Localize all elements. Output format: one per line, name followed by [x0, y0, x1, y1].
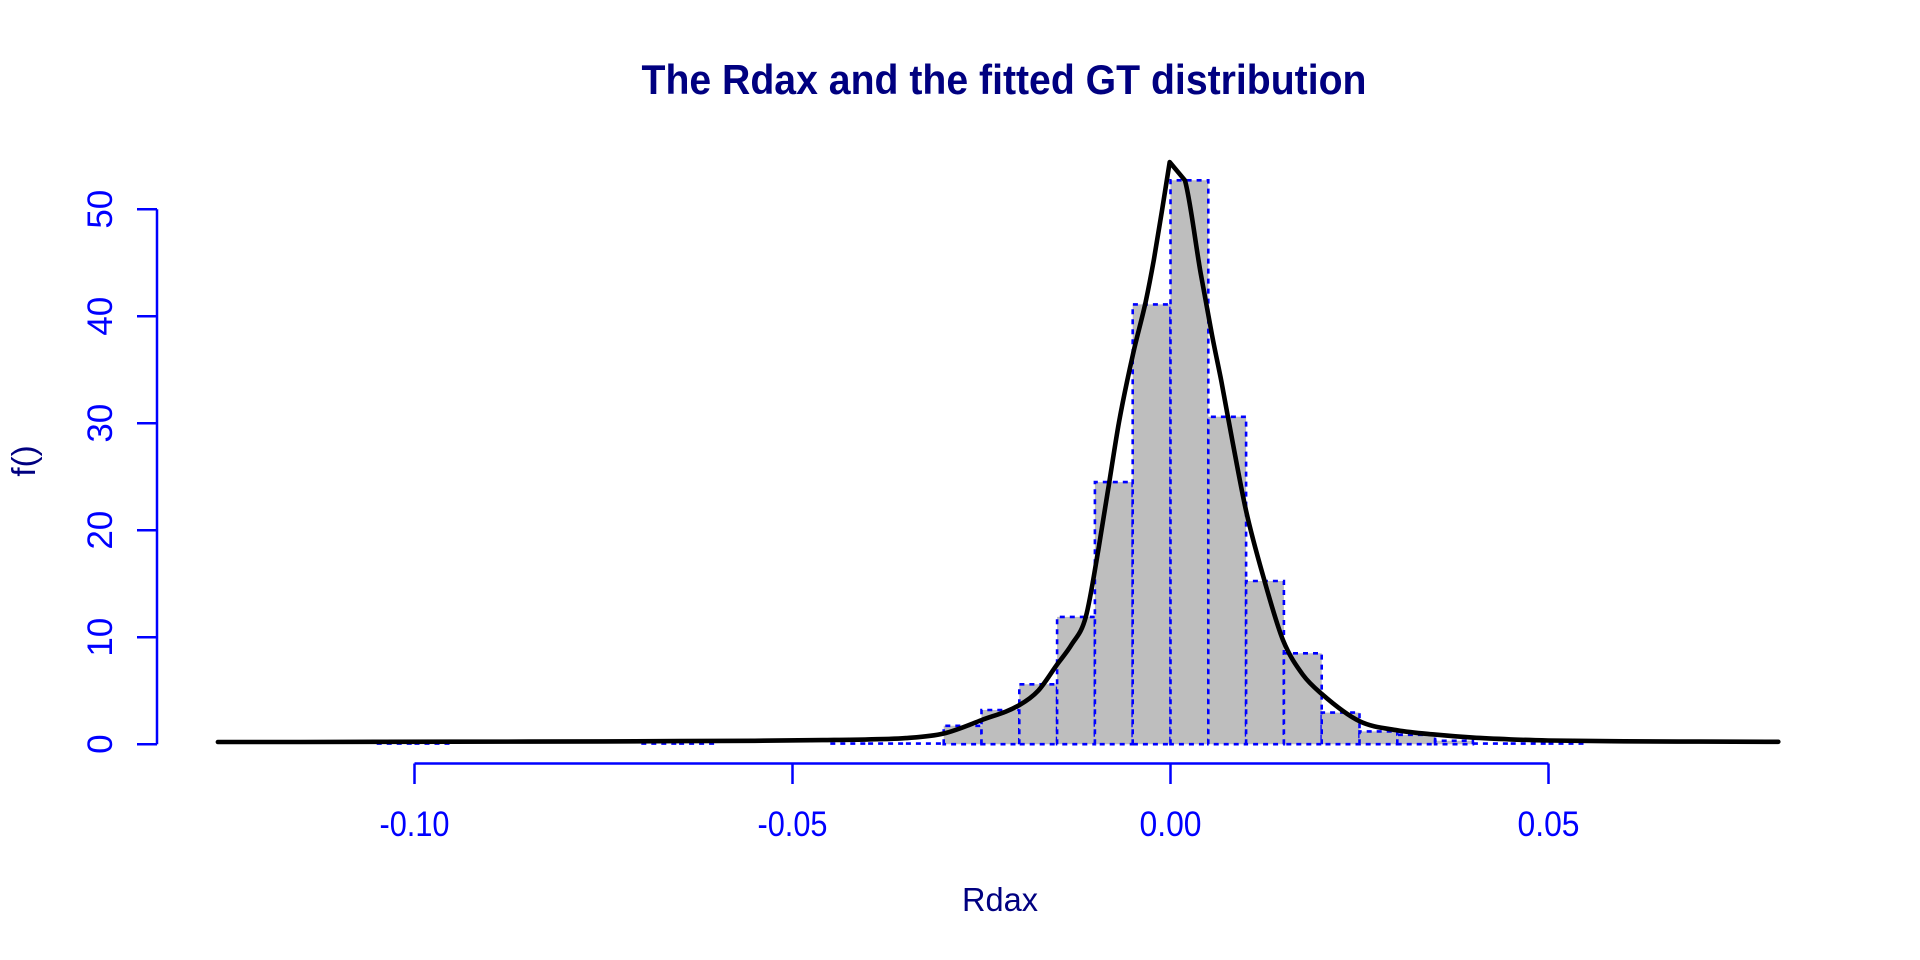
x-axis-label: Rdax — [962, 881, 1038, 918]
fitted-density-curve — [215, 159, 1781, 745]
histogram-bar — [1093, 480, 1134, 746]
y-tick-label: 0 — [81, 734, 120, 753]
histogram-bar — [1207, 415, 1248, 746]
gt-density-curve — [215, 159, 1781, 745]
y-tick-label: 50 — [81, 190, 120, 229]
chart-title: The Rdax and the fitted GT distribution — [642, 56, 1367, 103]
y-axis-label: f() — [5, 445, 42, 476]
x-tick-label: -0.05 — [758, 805, 828, 844]
y-tick-label: 30 — [81, 404, 120, 443]
x-tick-label: 0.05 — [1518, 805, 1580, 844]
histogram-bar — [1320, 711, 1361, 746]
x-tick-label: 0.00 — [1140, 805, 1202, 844]
y-tick-label: 40 — [81, 297, 120, 336]
histogram-bar — [1131, 303, 1172, 746]
y-tick-label: 20 — [81, 511, 120, 550]
histogram-bars — [376, 179, 1587, 746]
histogram-bar — [1282, 652, 1323, 746]
histogram-bar — [1169, 179, 1210, 746]
histogram-bar — [1396, 733, 1437, 746]
y-tick-label: 10 — [81, 618, 120, 657]
y-axis: 0 10 20 30 40 50 — [81, 190, 159, 754]
histogram-bar — [1433, 739, 1475, 746]
histogram-bar — [1244, 579, 1286, 746]
histogram-bar — [1358, 730, 1399, 746]
x-tick-label: -0.10 — [380, 805, 450, 844]
x-axis: -0.10 -0.05 0.00 0.05 — [380, 762, 1580, 844]
